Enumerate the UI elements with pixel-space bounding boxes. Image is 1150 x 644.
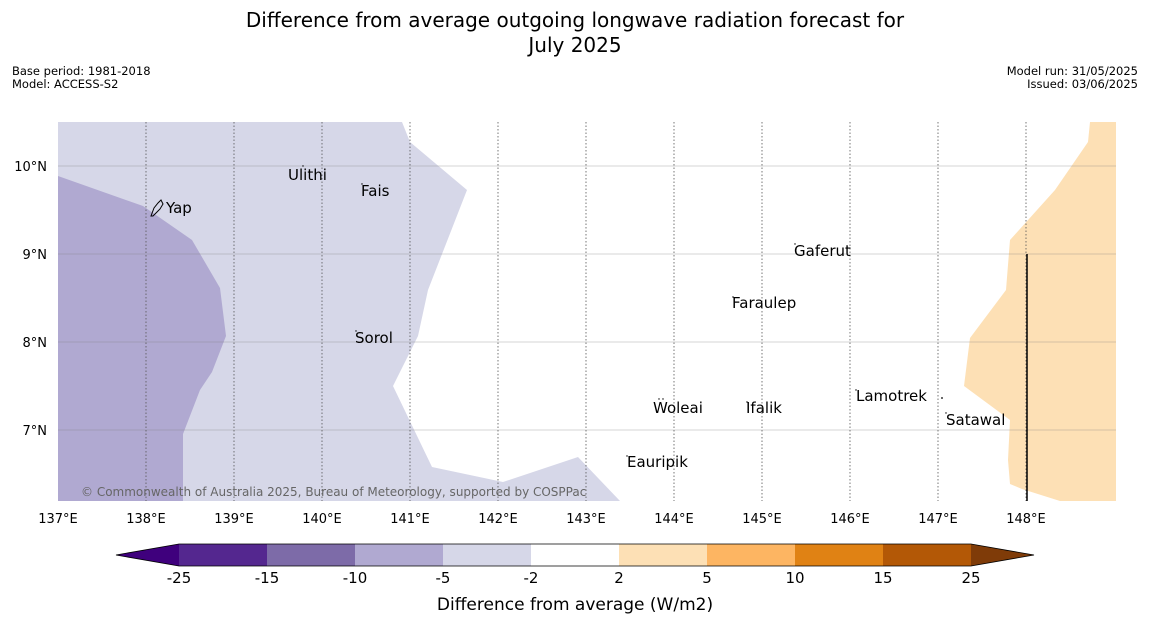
lon-label: 137°E	[38, 512, 78, 527]
place-ifalik: Ifalik	[746, 399, 782, 417]
place-eauripik: Eauripik	[627, 453, 688, 471]
colorbar-segment	[267, 544, 355, 566]
colorbar-tick: 2	[614, 569, 624, 587]
lat-label: 10°N	[14, 160, 47, 175]
colorbar	[115, 543, 1035, 567]
colorbar-segment	[883, 544, 971, 566]
longitude-labels: 137°E 138°E 139°E 140°E 141°E 142°E 143°…	[38, 512, 1046, 527]
issued-text: Issued: 03/06/2025	[1027, 77, 1138, 91]
colorbar-tick: 5	[702, 569, 712, 587]
title-line-1: Difference from average outgoing longwav…	[245, 8, 905, 32]
copyright-text: © Commonwealth of Australia 2025, Bureau…	[81, 485, 586, 499]
colorbar-segment	[707, 544, 795, 566]
place-fais: Fais	[361, 182, 390, 200]
lon-label: 143°E	[566, 512, 606, 527]
island-dots	[302, 165, 947, 457]
colorbar-label: Difference from average (W/m2)	[437, 595, 713, 615]
colorbar-tick: -25	[167, 569, 192, 587]
yap-island-shape	[150, 199, 164, 217]
place-faraulep: Faraulep	[732, 294, 796, 312]
colorbar-extend-low	[116, 544, 179, 566]
place-gaferut: Gaferut	[794, 242, 851, 260]
place-woleai: Woleai	[653, 399, 703, 417]
colorbar-ticks: -25 -15 -10 -5 -2 2 5 10 15 25	[167, 569, 981, 587]
lon-label: 141°E	[390, 512, 430, 527]
anomaly-region-minus10-to-minus5	[58, 176, 226, 501]
latitude-labels: 10°N 9°N 8°N 7°N	[14, 160, 47, 439]
base-period-text: Base period: 1981-2018	[12, 64, 151, 78]
lon-label: 140°E	[302, 512, 342, 527]
lat-label: 7°N	[23, 424, 48, 439]
anomaly-fills	[58, 122, 1116, 501]
colorbar-tick: -5	[436, 569, 451, 587]
map-title: Difference from average outgoing longwav…	[0, 8, 1150, 58]
anomaly-region-minus5-to-minus2	[58, 122, 620, 501]
colorbar-segment	[443, 544, 531, 566]
lon-label: 144°E	[654, 512, 694, 527]
place-lamotrek: Lamotrek	[856, 387, 927, 405]
colorbar-segment	[795, 544, 883, 566]
meta-right: Model run: 31/05/2025 Issued: 03/06/2025	[1007, 65, 1138, 91]
title-line-2: July 2025	[528, 33, 622, 57]
lon-label: 148°E	[1006, 512, 1046, 527]
meta-left: Base period: 1981-2018 Model: ACCESS-S2	[12, 65, 151, 91]
place-labels: Ulithi Fais Yap Gaferut Faraulep Sorol L…	[165, 166, 1005, 471]
model-run-text: Model run: 31/05/2025	[1006, 64, 1138, 78]
longitude-gridlines	[145, 122, 1027, 501]
colorbar-segment	[531, 544, 619, 566]
colorbar-tick: -15	[255, 569, 280, 587]
model-text: Model: ACCESS-S2	[12, 77, 119, 91]
colorbar-outline	[115, 543, 1035, 567]
colorbar-tick: -2	[524, 569, 539, 587]
colorbar-extend-high	[971, 544, 1034, 566]
lon-label: 147°E	[918, 512, 958, 527]
lat-label: 9°N	[23, 248, 48, 263]
colorbar-tick: 15	[873, 569, 892, 587]
place-sorol: Sorol	[355, 329, 393, 347]
place-satawal: Satawal	[946, 411, 1005, 429]
lon-label: 146°E	[830, 512, 870, 527]
colorbar-segment	[179, 544, 267, 566]
colorbar-tick: 25	[961, 569, 980, 587]
lon-label: 145°E	[742, 512, 782, 527]
lon-label: 138°E	[126, 512, 166, 527]
colorbar-segment	[619, 544, 707, 566]
colorbar-tick: -10	[343, 569, 368, 587]
lon-label: 139°E	[214, 512, 254, 527]
colorbar-tick: 10	[785, 569, 804, 587]
place-yap: Yap	[165, 199, 192, 217]
place-ulithi: Ulithi	[288, 166, 327, 184]
lon-label: 142°E	[478, 512, 518, 527]
colorbar-segment	[355, 544, 443, 566]
anomaly-region-2-to-5	[964, 122, 1116, 501]
lat-label: 8°N	[23, 336, 48, 351]
